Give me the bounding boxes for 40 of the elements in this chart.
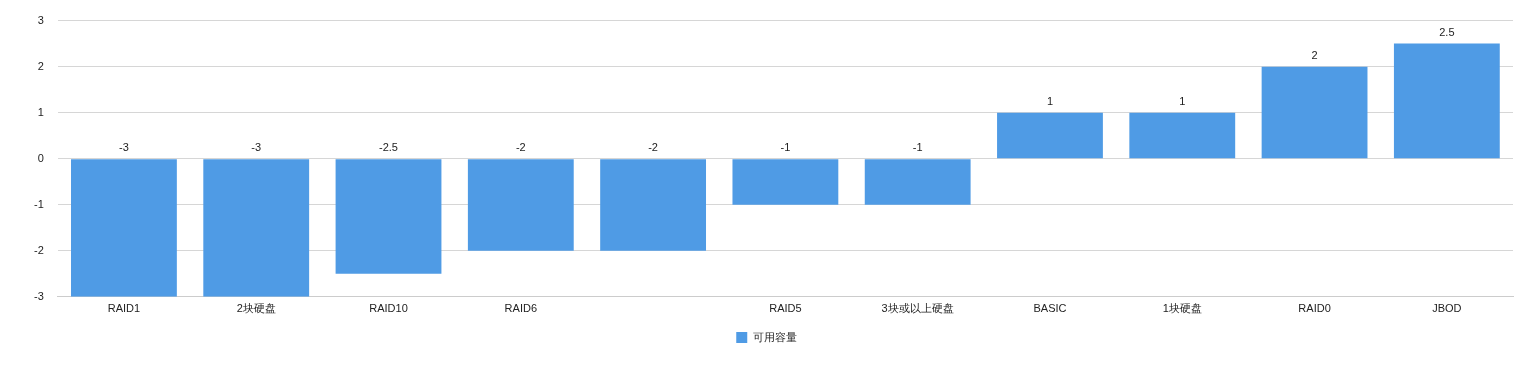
data-label: -2 bbox=[648, 141, 658, 154]
x-tick-label: RAID5 bbox=[769, 302, 802, 315]
bar bbox=[1129, 112, 1236, 159]
x-tick-label: RAID6 bbox=[504, 302, 538, 315]
data-label: -3 bbox=[251, 141, 262, 154]
bar bbox=[600, 159, 707, 251]
data-label: -2 bbox=[515, 141, 526, 154]
x-tick-label: RAID10 bbox=[369, 302, 408, 315]
x-tick-label: RAID0 bbox=[1298, 302, 1331, 315]
data-label: 2 bbox=[1311, 49, 1318, 62]
x-tick-label: RAID1 bbox=[107, 302, 141, 315]
y-tick-label: 0 bbox=[37, 151, 44, 164]
y-tick-label: -1 bbox=[34, 197, 44, 210]
data-label: -3 bbox=[119, 141, 129, 154]
y-tick-label: -3 bbox=[34, 289, 44, 302]
bar bbox=[1393, 43, 1500, 159]
x-tick-label: 1块硬盘 bbox=[1162, 302, 1202, 315]
bar bbox=[732, 159, 839, 205]
legend-label: 可用容量 bbox=[752, 330, 797, 343]
data-label: 1 bbox=[1046, 95, 1054, 108]
data-label: 1 bbox=[1179, 95, 1186, 108]
data-label: -1 bbox=[780, 141, 791, 154]
bar bbox=[997, 112, 1103, 159]
bar bbox=[467, 159, 574, 251]
x-tick-label: JBOD bbox=[1432, 302, 1462, 315]
x-tick-label: 2块硬盘 bbox=[236, 302, 276, 315]
y-tick-label: 2 bbox=[37, 59, 44, 72]
y-tick-label: -2 bbox=[34, 243, 44, 256]
bar bbox=[203, 159, 310, 297]
data-label: -1 bbox=[912, 141, 923, 154]
bar bbox=[335, 159, 442, 274]
x-tick-label: BASIC bbox=[1033, 302, 1067, 315]
data-label: 2.5 bbox=[1439, 26, 1455, 39]
data-label: -2.5 bbox=[379, 141, 398, 154]
bar bbox=[864, 159, 971, 205]
y-tick-label: 3 bbox=[37, 13, 44, 26]
bar bbox=[1261, 66, 1368, 159]
x-tick-label: 3块或以上硬盘 bbox=[881, 302, 954, 315]
bar bbox=[71, 159, 177, 297]
y-tick-label: 1 bbox=[37, 105, 44, 118]
